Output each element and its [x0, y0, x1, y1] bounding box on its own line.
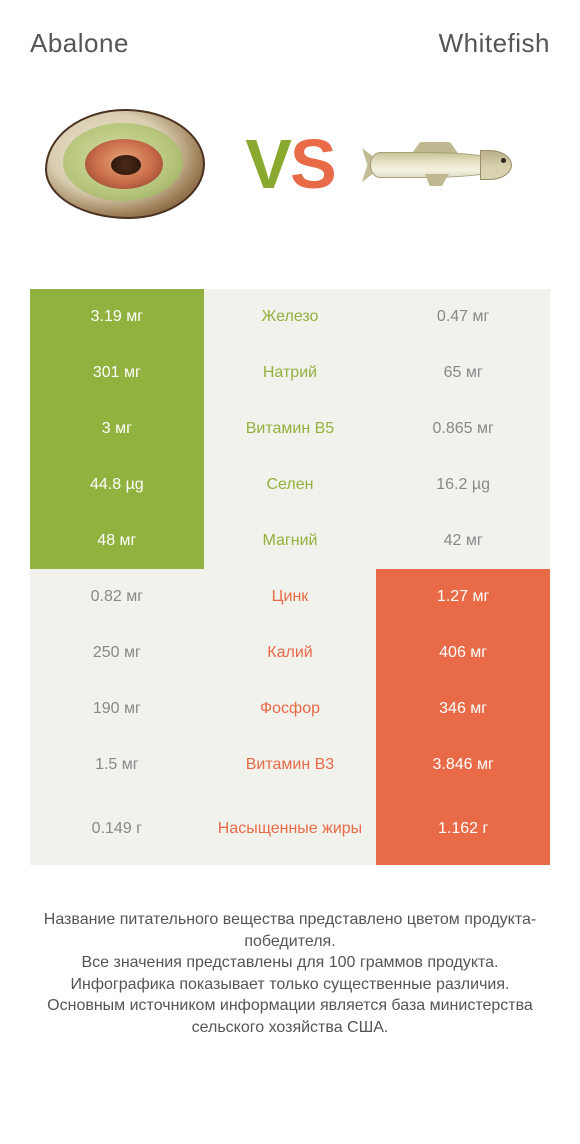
nutrient-name-cell: Магний	[204, 513, 377, 569]
left-value-cell: 1.5 мг	[30, 737, 204, 793]
right-value-cell: 65 мг	[376, 345, 550, 401]
right-value-cell: 1.162 г	[376, 793, 550, 865]
table-row: 0.82 мгЦинк1.27 мг	[30, 569, 550, 625]
nutrient-name-cell: Витамин B3	[204, 737, 377, 793]
table-row: 190 мгФосфор346 мг	[30, 681, 550, 737]
right-value-cell: 406 мг	[376, 625, 550, 681]
footer-line: Инфографика показывает только существенн…	[34, 974, 546, 996]
right-value-cell: 3.846 мг	[376, 737, 550, 793]
left-value-cell: 0.149 г	[30, 793, 204, 865]
table-row: 48 мгМагний42 мг	[30, 513, 550, 569]
table-row: 3.19 мгЖелезо0.47 мг	[30, 289, 550, 345]
nutrient-name-cell: Натрий	[204, 345, 377, 401]
fish-icon	[370, 134, 540, 194]
vs-label: VS	[245, 124, 334, 204]
nutrient-name-cell: Цинк	[204, 569, 377, 625]
vs-v: V	[245, 125, 290, 203]
abalone-icon	[45, 109, 205, 219]
table-row: 250 мгКалий406 мг	[30, 625, 550, 681]
left-value-cell: 250 мг	[30, 625, 204, 681]
right-product-image	[370, 99, 540, 229]
right-value-cell: 42 мг	[376, 513, 550, 569]
right-value-cell: 0.47 мг	[376, 289, 550, 345]
left-value-cell: 3.19 мг	[30, 289, 204, 345]
table-row: 301 мгНатрий65 мг	[30, 345, 550, 401]
nutrient-name-cell: Селен	[204, 457, 377, 513]
footer-line: Основным источником информации является …	[34, 995, 546, 1038]
nutrient-name-cell: Калий	[204, 625, 377, 681]
nutrition-table: 3.19 мгЖелезо0.47 мг301 мгНатрий65 мг3 м…	[30, 289, 550, 865]
left-value-cell: 190 мг	[30, 681, 204, 737]
hero-row: VS	[30, 99, 550, 229]
left-value-cell: 3 мг	[30, 401, 204, 457]
nutrient-name-cell: Насыщенные жиры	[204, 793, 377, 865]
right-value-cell: 1.27 мг	[376, 569, 550, 625]
nutrient-name-cell: Железо	[204, 289, 377, 345]
right-value-cell: 0.865 мг	[376, 401, 550, 457]
left-product-title: Abalone	[30, 28, 129, 59]
left-value-cell: 301 мг	[30, 345, 204, 401]
left-value-cell: 0.82 мг	[30, 569, 204, 625]
table-row: 44.8 µgСелен16.2 µg	[30, 457, 550, 513]
left-product-image	[40, 99, 210, 229]
right-value-cell: 346 мг	[376, 681, 550, 737]
right-value-cell: 16.2 µg	[376, 457, 550, 513]
left-value-cell: 48 мг	[30, 513, 204, 569]
right-product-title: Whitefish	[439, 28, 550, 59]
table-row: 1.5 мгВитамин B33.846 мг	[30, 737, 550, 793]
footer-notes: Название питательного вещества представл…	[30, 909, 550, 1039]
nutrient-name-cell: Витамин B5	[204, 401, 377, 457]
title-row: Abalone Whitefish	[30, 28, 550, 59]
nutrient-name-cell: Фосфор	[204, 681, 377, 737]
footer-line: Название питательного вещества представл…	[34, 909, 546, 952]
footer-line: Все значения представлены для 100 граммо…	[34, 952, 546, 974]
table-row: 3 мгВитамин B50.865 мг	[30, 401, 550, 457]
table-row: 0.149 гНасыщенные жиры1.162 г	[30, 793, 550, 865]
vs-s: S	[290, 125, 335, 203]
left-value-cell: 44.8 µg	[30, 457, 204, 513]
